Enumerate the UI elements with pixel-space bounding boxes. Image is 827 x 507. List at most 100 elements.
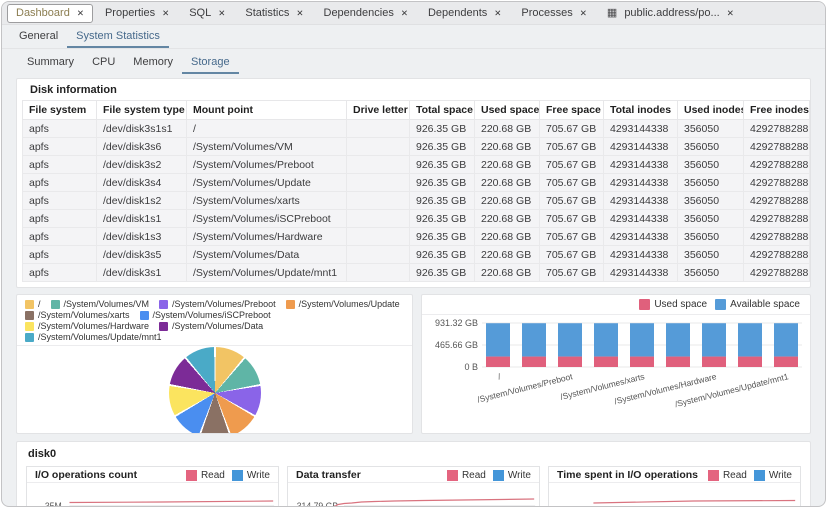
available-space-bar bbox=[558, 323, 582, 356]
legend-label: Write bbox=[247, 470, 270, 481]
tab-dashboard[interactable]: Dashboard ✕ bbox=[7, 4, 93, 23]
legend-label: Read bbox=[201, 470, 225, 481]
legend-label: Write bbox=[508, 470, 531, 481]
column-header-file-system-type: File system type bbox=[97, 101, 187, 120]
tab-dependents[interactable]: Dependents✕ bbox=[420, 4, 509, 23]
disk-information-panel: Disk information File systemFile system … bbox=[16, 78, 811, 288]
close-icon[interactable]: ✕ bbox=[218, 8, 225, 19]
legend-label: Available space bbox=[730, 299, 800, 310]
read-line bbox=[593, 501, 795, 504]
legend-swatch bbox=[140, 311, 149, 320]
table-cell: 4293144338 bbox=[604, 174, 678, 192]
tab-label: Properties bbox=[105, 7, 155, 19]
legend-swatch bbox=[232, 470, 243, 481]
legend-item-system-volumes-update-mnt1: /System/Volumes/Update/mnt1 bbox=[25, 332, 162, 342]
table-cell: 220.68 GB bbox=[475, 264, 540, 282]
table-cell: 220.68 GB bbox=[475, 246, 540, 264]
legend-label: /System/Volumes/xarts bbox=[38, 310, 130, 320]
legend-swatch bbox=[159, 300, 168, 309]
subtab-system-statistics[interactable]: System Statistics bbox=[67, 25, 169, 48]
legend-item-write: Write bbox=[493, 470, 531, 481]
table-cell: 705.67 GB bbox=[540, 174, 604, 192]
table-cell: 220.68 GB bbox=[475, 174, 540, 192]
table-cell: 220.68 GB bbox=[475, 156, 540, 174]
subtab-storage[interactable]: Storage bbox=[182, 51, 239, 74]
table-cell: 356050 bbox=[678, 120, 744, 138]
legend-swatch bbox=[159, 322, 168, 331]
table-cell: 926.35 GB bbox=[410, 138, 475, 156]
table-row: apfs/dev/disk1s3/System/Volumes/Hardware… bbox=[23, 228, 810, 246]
tab-properties[interactable]: Properties ✕ bbox=[97, 4, 177, 23]
table-cell: 926.35 GB bbox=[410, 264, 475, 282]
available-space-bar bbox=[630, 323, 654, 356]
close-icon[interactable]: ✕ bbox=[77, 8, 84, 19]
tab-statistics[interactable]: Statistics ✕ bbox=[237, 4, 311, 23]
table-cell bbox=[347, 246, 410, 264]
legend-swatch bbox=[51, 300, 60, 309]
available-space-bar bbox=[666, 323, 690, 356]
legend-label: Used space bbox=[654, 299, 707, 310]
table-icon: ▦ bbox=[607, 8, 617, 19]
read-line bbox=[69, 501, 273, 503]
table-cell bbox=[347, 228, 410, 246]
used-space-bar bbox=[666, 357, 690, 367]
space-bar-chart: 931.32 GB465.66 GB0 B//System/Volumes/Pr… bbox=[422, 315, 811, 425]
used-space-bar bbox=[702, 357, 726, 367]
legend-item-read: Read bbox=[447, 470, 486, 481]
subtab-general[interactable]: General bbox=[10, 25, 67, 48]
available-space-bar bbox=[486, 323, 510, 356]
table-cell: 4292788288 bbox=[744, 210, 810, 228]
table-cell: apfs bbox=[23, 138, 97, 156]
time-spent-chart: 1.11 h bbox=[549, 483, 800, 507]
subtab-summary[interactable]: Summary bbox=[18, 51, 83, 74]
table-cell: 705.67 GB bbox=[540, 210, 604, 228]
disk-information-table: File systemFile system typeMount pointDr… bbox=[22, 100, 810, 282]
tab-label: Statistics bbox=[245, 7, 289, 19]
time-spent-panel: Time spent in I/O operations ReadWrite 1… bbox=[548, 466, 801, 507]
table-cell: /System/Volumes/VM bbox=[187, 138, 347, 156]
table-cell bbox=[347, 174, 410, 192]
available-space-bar bbox=[738, 323, 762, 356]
disk-charts-row: / /System/Volumes/VM/System/Volumes/Prebo… bbox=[16, 294, 811, 434]
subtab-cpu[interactable]: CPU bbox=[83, 51, 124, 74]
table-row: apfs/dev/disk3s4/System/Volumes/Update92… bbox=[23, 174, 810, 192]
legend-item-system-volumes-preboot: /System/Volumes/Preboot bbox=[159, 299, 276, 309]
tab-dependencies[interactable]: Dependencies✕ bbox=[316, 4, 416, 23]
tab-public-address-po[interactable]: ▦public.address/po...✕ bbox=[599, 4, 742, 23]
close-icon[interactable]: ✕ bbox=[162, 8, 169, 19]
column-header-used-space: Used space bbox=[475, 101, 540, 120]
io-operations-legend: Read Write bbox=[186, 470, 270, 481]
close-icon[interactable]: ✕ bbox=[401, 8, 408, 19]
table-cell: apfs bbox=[23, 246, 97, 264]
table-cell: 220.68 GB bbox=[475, 192, 540, 210]
subtab-memory[interactable]: Memory bbox=[124, 51, 182, 74]
table-cell: /dev/disk3s5 bbox=[97, 246, 187, 264]
table-cell: apfs bbox=[23, 210, 97, 228]
table-cell: 4293144338 bbox=[604, 246, 678, 264]
tab-label: Dashboard bbox=[16, 7, 70, 19]
column-header-free-space: Free space bbox=[540, 101, 604, 120]
close-icon[interactable]: ✕ bbox=[296, 8, 303, 19]
table-cell: 4293144338 bbox=[604, 120, 678, 138]
table-cell: 926.35 GB bbox=[410, 174, 475, 192]
column-header-total-inodes: Total inodes bbox=[604, 101, 678, 120]
table-cell: 705.67 GB bbox=[540, 264, 604, 282]
legend-label: /System/Volumes/VM bbox=[64, 299, 150, 309]
legend-item-: / bbox=[25, 299, 41, 309]
table-cell: 356050 bbox=[678, 210, 744, 228]
legend-swatch bbox=[186, 470, 197, 481]
close-icon[interactable]: ✕ bbox=[727, 8, 734, 19]
close-icon[interactable]: ✕ bbox=[580, 8, 587, 19]
tab-processes[interactable]: Processes✕ bbox=[513, 4, 594, 23]
table-cell: apfs bbox=[23, 156, 97, 174]
column-header-free-inodes: Free inodes bbox=[744, 101, 810, 120]
table-cell: 926.35 GB bbox=[410, 156, 475, 174]
table-cell bbox=[347, 192, 410, 210]
space-bar-panel: Used space Available space 931.32 GB465.6… bbox=[421, 294, 811, 434]
table-cell: /System/Volumes/iSCPreboot bbox=[187, 210, 347, 228]
table-cell: /dev/disk3s4 bbox=[97, 174, 187, 192]
table-cell: 4292788288 bbox=[744, 138, 810, 156]
close-icon[interactable]: ✕ bbox=[494, 8, 501, 19]
table-body: apfs/dev/disk3s1s1/926.35 GB220.68 GB705… bbox=[23, 120, 810, 282]
tab-sql[interactable]: SQL✕ bbox=[181, 4, 233, 23]
